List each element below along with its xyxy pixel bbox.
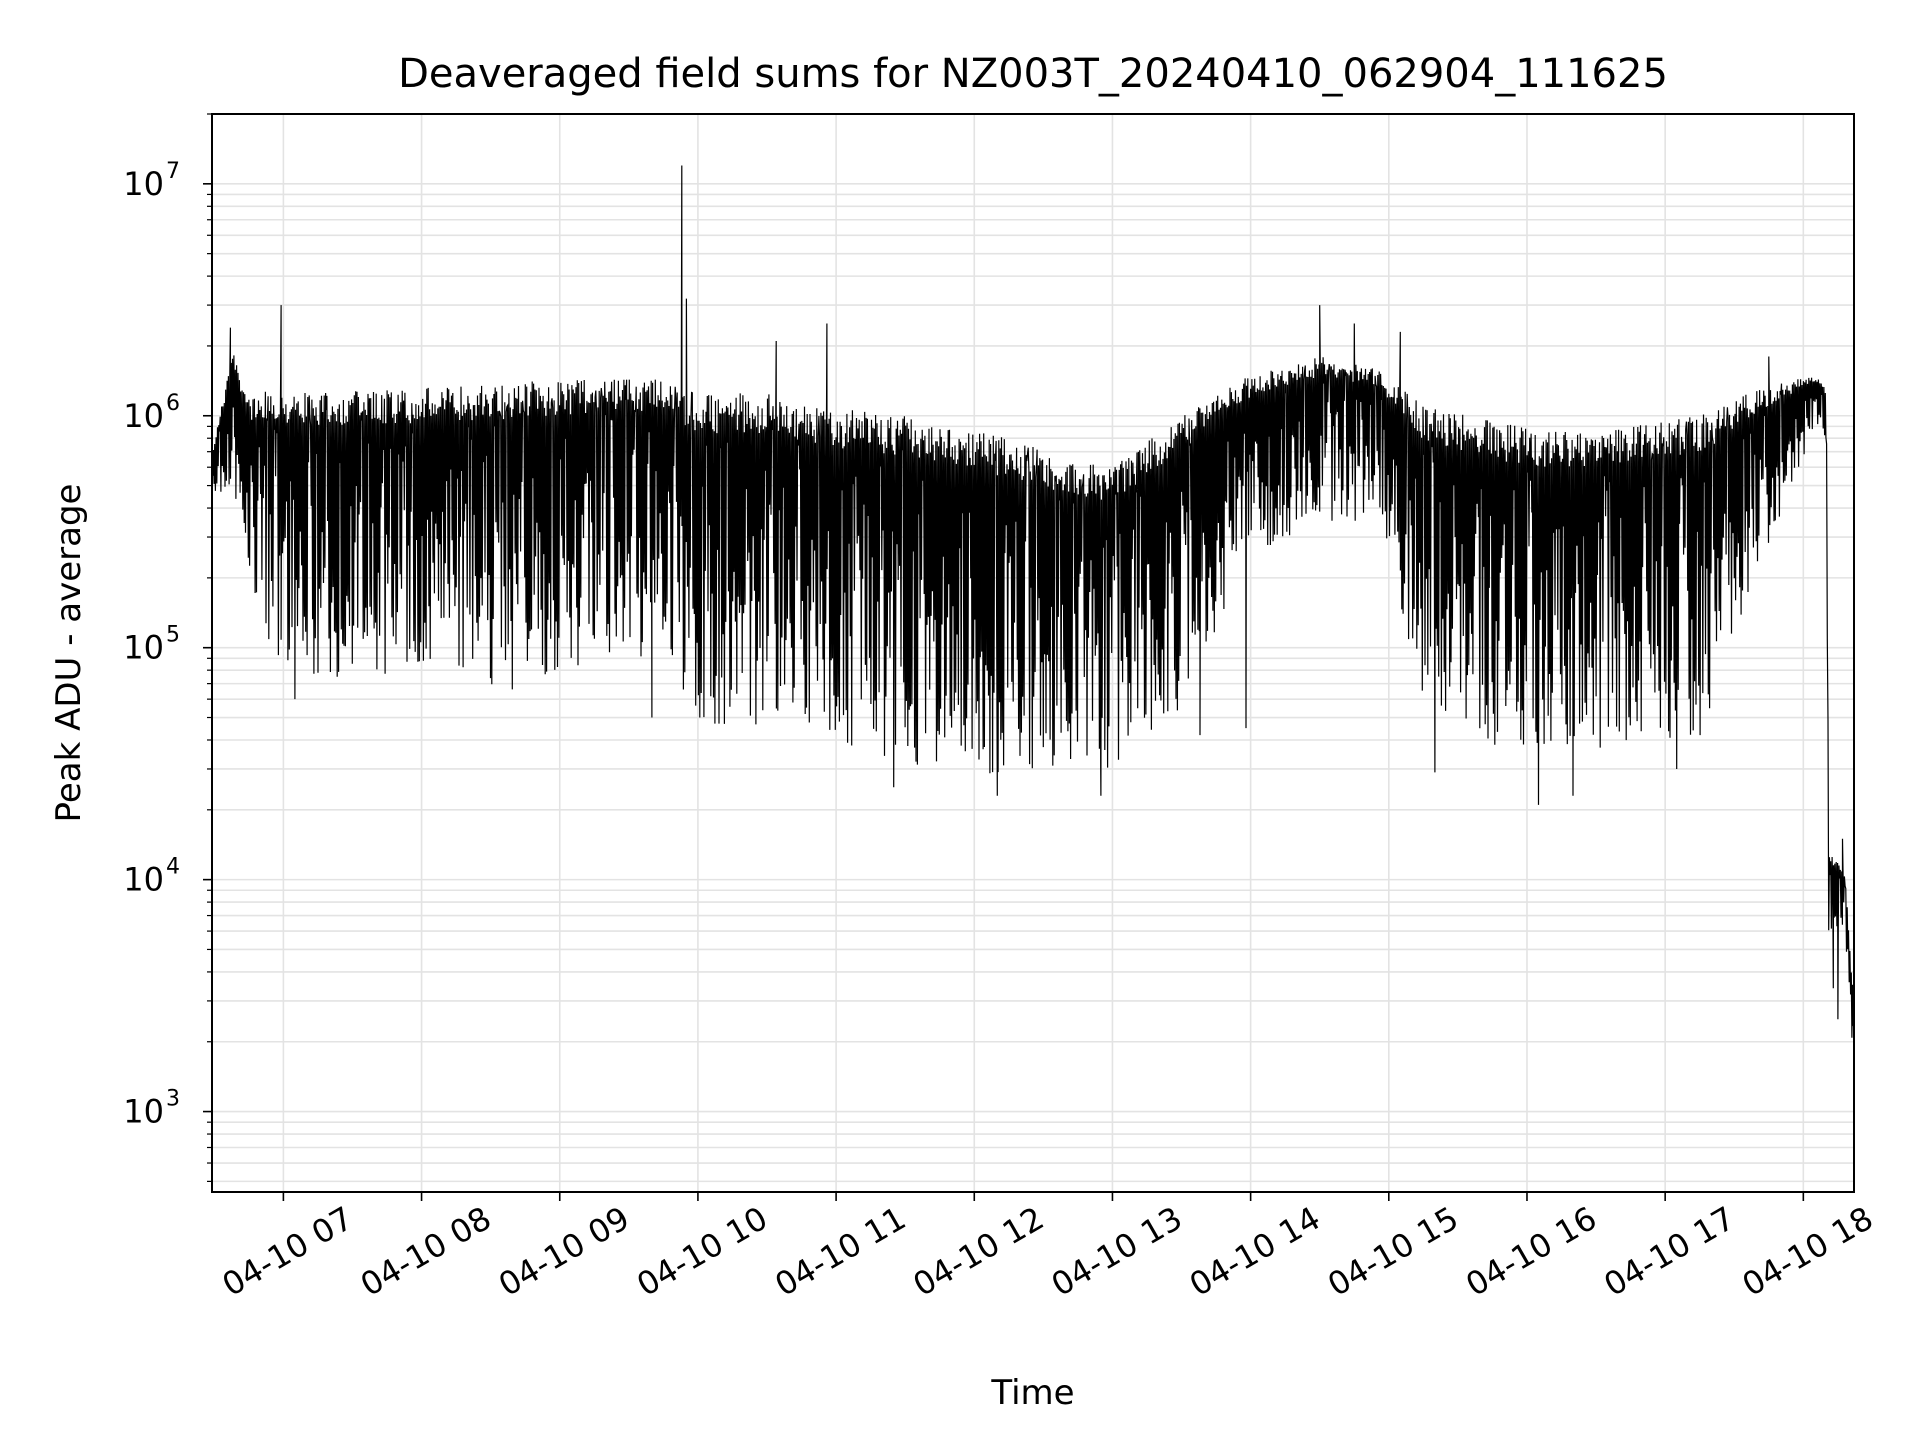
x-tick-label: 04-10 07 [216,1199,360,1304]
x-tick-label: 04-10 15 [1321,1199,1465,1304]
y-tick-exponent: 4 [166,855,180,880]
x-tick-label: 04-10 09 [492,1199,636,1304]
plot-frame [211,113,1855,1193]
y-tick-exponent: 6 [166,391,180,416]
y-tick-label: 10 [123,629,164,667]
series-line-peak-adu [211,165,1855,1038]
y-tick-label: 10 [123,397,164,435]
y-tick-label: 10 [123,861,164,899]
y-tick-label: 10 [123,165,164,203]
y-tick-label: 10 [123,1093,164,1131]
x-tick-label: 04-10 17 [1598,1199,1742,1304]
chart-title: Deaveraged field sums for NZ003T_2024041… [398,51,1668,97]
x-tick-label: 04-10 16 [1459,1199,1603,1304]
x-tick-label: 04-10 11 [768,1199,912,1304]
x-tick-label: 04-10 14 [1183,1199,1327,1304]
x-tick-label: 04-10 18 [1736,1199,1880,1304]
y-tick-exponent: 3 [166,1087,180,1112]
x-tick-label: 04-10 12 [907,1199,1051,1304]
x-axis-label: Time [990,1373,1074,1413]
y-axis-label: Peak ADU - average [49,484,89,823]
x-tick-label: 04-10 10 [630,1199,774,1304]
x-tick-label: 04-10 08 [354,1199,498,1304]
y-tick-exponent: 5 [166,623,180,648]
y-tick-exponent: 7 [166,159,180,184]
x-tick-label: 04-10 13 [1045,1199,1189,1304]
